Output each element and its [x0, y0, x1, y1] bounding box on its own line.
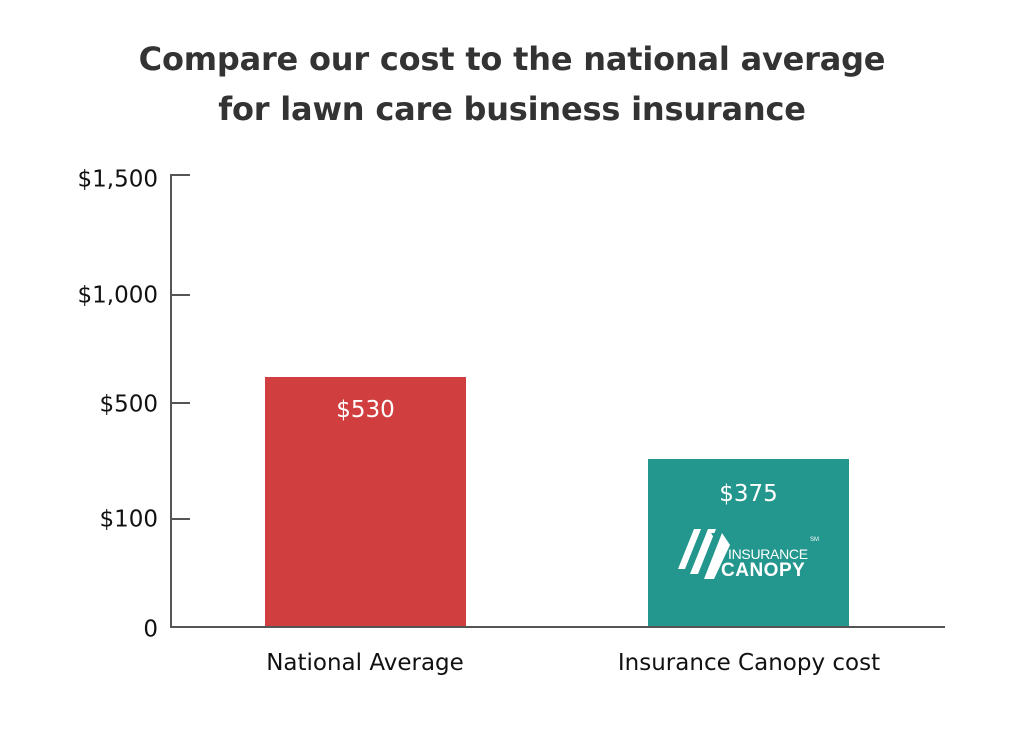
y-tick-mark — [171, 518, 190, 520]
y-tick-label-0: 0 — [143, 616, 158, 643]
logo-text-insurance: INSURANCE — [728, 546, 808, 562]
y-tick-label-500: $500 — [99, 391, 158, 418]
x-category-national-average: National Average — [266, 650, 464, 676]
logo-text-canopy: CANOPY — [721, 560, 806, 581]
insurance-canopy-logo: INSURANCE CANOPY SM — [678, 519, 819, 587]
y-tick-mark — [171, 294, 190, 296]
chart-title: Compare our cost to the national average… — [0, 34, 1024, 134]
y-tick-label-100: $100 — [99, 506, 158, 533]
y-tick-label-1500: $1,500 — [77, 166, 158, 193]
bar-value-label: $530 — [336, 397, 395, 423]
y-axis-line — [170, 174, 172, 627]
bar-national-average: $530 — [265, 377, 466, 626]
title-line-2: for lawn care business insurance — [218, 90, 806, 128]
y-tick-label-1000: $1,000 — [77, 282, 158, 309]
y-tick-mark — [171, 402, 190, 404]
bar-insurance-canopy: $375 INSURANCE CANOPY SM — [648, 459, 849, 626]
x-category-insurance-canopy: Insurance Canopy cost — [617, 650, 881, 676]
title-line-1: Compare our cost to the national average — [138, 40, 886, 78]
bar-value-label: $375 — [719, 481, 778, 507]
x-axis-line — [170, 626, 945, 628]
logo-service-mark: SM — [810, 537, 819, 543]
y-tick-mark — [171, 174, 190, 176]
roof-stripes-icon — [678, 529, 730, 579]
